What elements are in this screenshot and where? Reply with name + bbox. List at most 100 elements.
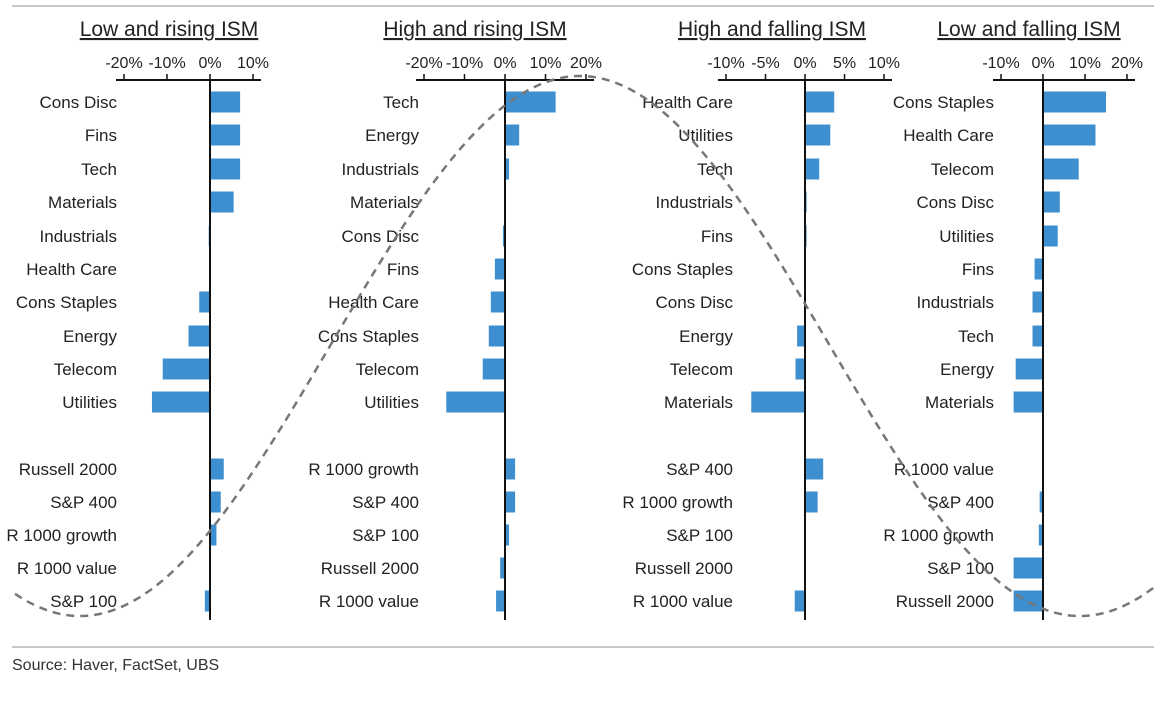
category-label: S&P 400 xyxy=(927,493,994,512)
bar xyxy=(797,325,805,347)
regime-wave-line xyxy=(14,74,1156,618)
bar xyxy=(794,590,805,612)
bar xyxy=(496,590,505,612)
chart-title: High and rising ISM xyxy=(383,18,566,41)
category-label: Telecom xyxy=(356,360,419,379)
bar xyxy=(1039,491,1043,513)
bar xyxy=(505,124,520,146)
category-label: S&P 400 xyxy=(352,493,419,512)
bar xyxy=(1032,291,1043,313)
category-label: R 1000 growth xyxy=(622,493,733,512)
bar xyxy=(505,458,516,480)
category-label: Fins xyxy=(701,227,733,246)
category-label: Materials xyxy=(48,193,117,212)
bar xyxy=(805,91,835,113)
bar xyxy=(1043,225,1058,247)
category-label: R 1000 growth xyxy=(883,526,994,545)
category-label: Cons Disc xyxy=(342,227,420,246)
source-note: Source: Haver, FactSet, UBS xyxy=(12,657,220,674)
category-label: S&P 100 xyxy=(666,526,733,545)
category-label: Tech xyxy=(697,160,733,179)
category-label: Industrials xyxy=(917,293,994,312)
category-label: Industrials xyxy=(342,160,419,179)
category-label: Energy xyxy=(679,327,733,346)
x-tick-label: 20% xyxy=(1111,55,1143,72)
top-rule xyxy=(12,5,1154,7)
chart-panel-1: Low and rising ISM -20% -10% 0% 10% Cons Disc… xyxy=(6,18,269,620)
category-label: Energy xyxy=(365,126,419,145)
bar xyxy=(210,524,217,546)
x-tick-label: -10% xyxy=(707,55,744,72)
category-label: Utilities xyxy=(678,126,733,145)
category-label: S&P 100 xyxy=(927,559,994,578)
category-label: Cons Staples xyxy=(318,327,419,346)
category-label: S&P 100 xyxy=(352,526,419,545)
bar xyxy=(805,158,820,180)
category-label: Fins xyxy=(85,126,117,145)
x-tick-label: -5% xyxy=(751,55,779,72)
bar xyxy=(805,124,831,146)
bar xyxy=(482,358,505,380)
category-label: Utilities xyxy=(62,393,117,412)
bar xyxy=(1032,325,1043,347)
category-label: Cons Staples xyxy=(632,260,733,279)
bar xyxy=(210,91,241,113)
bar xyxy=(1043,158,1079,180)
category-label: Cons Disc xyxy=(656,293,734,312)
bar xyxy=(1013,557,1043,579)
category-label: R 1000 value xyxy=(633,592,733,611)
category-label: Cons Disc xyxy=(917,193,995,212)
bar xyxy=(199,291,210,313)
category-label: R 1000 value xyxy=(319,592,419,611)
bar xyxy=(210,458,224,480)
category-label: S&P 100 xyxy=(50,592,117,611)
bar xyxy=(505,91,556,113)
bar xyxy=(1043,191,1060,213)
category-label: Telecom xyxy=(670,360,733,379)
bar xyxy=(210,124,241,146)
x-tick-label: -10% xyxy=(148,55,185,72)
bar xyxy=(188,325,210,347)
category-label: S&P 400 xyxy=(50,493,117,512)
category-label: Fins xyxy=(387,260,419,279)
bar xyxy=(1034,258,1043,280)
category-label: Utilities xyxy=(939,227,994,246)
category-label: Cons Staples xyxy=(16,293,117,312)
category-label: Energy xyxy=(940,360,994,379)
category-label: Health Care xyxy=(328,293,419,312)
category-label: Industrials xyxy=(656,193,733,212)
category-label: Materials xyxy=(350,193,419,212)
category-label: Russell 2000 xyxy=(19,460,117,479)
category-label: Tech xyxy=(81,160,117,179)
category-label: Health Care xyxy=(903,126,994,145)
x-tick-label: -10% xyxy=(446,55,483,72)
category-label: R 1000 value xyxy=(894,460,994,479)
chart-panel-2: High and rising ISM -20% -10% 0% 10% 20% Tech E… xyxy=(308,18,602,620)
category-label: Telecom xyxy=(931,160,994,179)
category-label: Cons Staples xyxy=(893,93,994,112)
bar xyxy=(1013,391,1043,413)
category-label: Fins xyxy=(962,260,994,279)
x-tick-label: -10% xyxy=(982,55,1019,72)
category-label: R 1000 growth xyxy=(6,526,117,545)
chart-panel-4: Low and falling ISM -10% 0% 10% 20% Cons Stap… xyxy=(883,18,1143,620)
category-label: Russell 2000 xyxy=(635,559,733,578)
x-tick-label: 10% xyxy=(529,55,561,72)
category-label: Energy xyxy=(63,327,117,346)
bar xyxy=(795,358,805,380)
category-label: Cons Disc xyxy=(40,93,118,112)
bar xyxy=(505,491,516,513)
bar xyxy=(805,458,824,480)
bar xyxy=(500,557,505,579)
bar xyxy=(805,491,818,513)
category-label: Telecom xyxy=(54,360,117,379)
x-tick-label: 10% xyxy=(237,55,269,72)
category-label: Industrials xyxy=(40,227,117,246)
bottom-rule xyxy=(12,646,1154,648)
x-tick-label: 10% xyxy=(1069,55,1101,72)
bar xyxy=(151,391,210,413)
bar xyxy=(505,524,510,546)
category-label: Utilities xyxy=(364,393,419,412)
